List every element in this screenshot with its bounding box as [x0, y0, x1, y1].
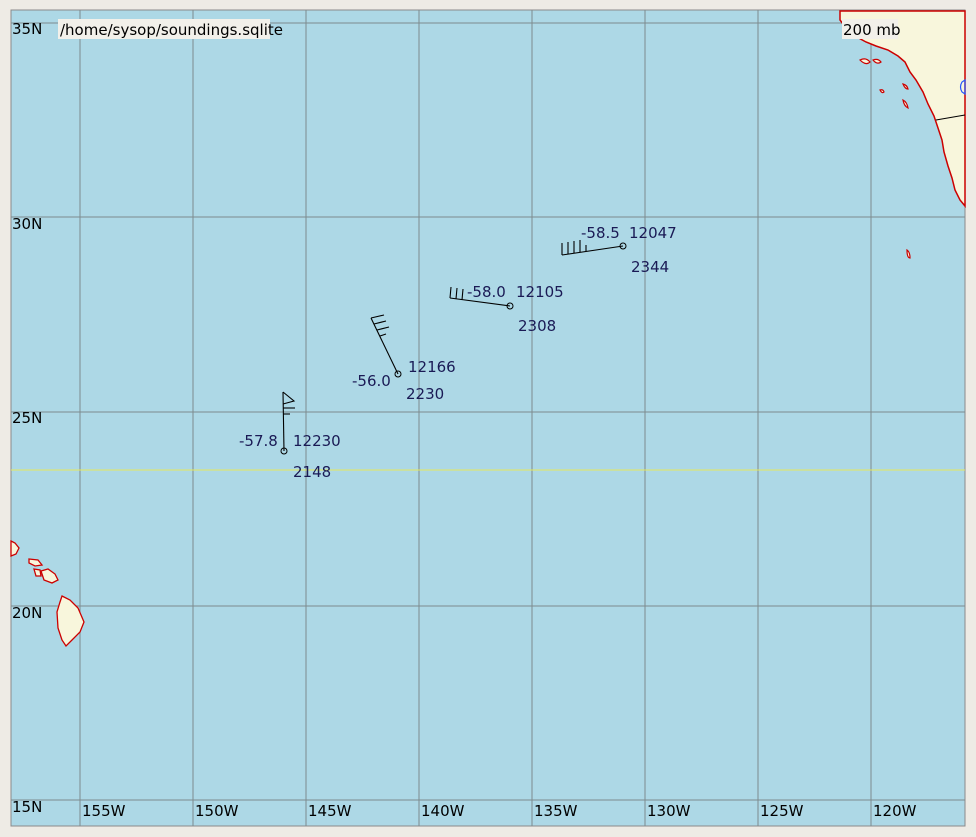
- lat-label-25n: 25N: [12, 409, 42, 427]
- wind-barb-staff: [370, 317, 399, 375]
- wind-barb-half: [379, 333, 387, 337]
- temperature-label: -57.8: [239, 432, 278, 450]
- molokai-island: [33, 568, 42, 577]
- kauai-island: [10, 539, 20, 557]
- big-island: [56, 595, 85, 648]
- lat-label-20n: 20N: [12, 604, 42, 622]
- north-america-coast: [839, 10, 966, 259]
- station-plot[interactable]: -58.5 12047 2344: [561, 224, 677, 276]
- graticule: [11, 10, 965, 826]
- lon-label-155w: 155W: [82, 802, 126, 820]
- us-mexico-border: [935, 114, 966, 121]
- maui-island: [40, 568, 59, 584]
- island-3: [879, 89, 885, 94]
- lat-label-35n: 35N: [12, 20, 42, 38]
- wind-barb-pennant: [282, 391, 296, 405]
- station-plot[interactable]: -58.0 12105 2308: [449, 283, 564, 335]
- station-circle: [619, 242, 627, 250]
- lake-outline: [959, 78, 966, 96]
- wind-barb-full: [373, 320, 387, 325]
- wind-barb-staff: [282, 391, 285, 452]
- station-plot[interactable]: -56.0 12166 2230: [352, 314, 456, 403]
- station-circle: [280, 447, 288, 455]
- wind-barb-full: [449, 286, 452, 299]
- wind-barb-full: [376, 326, 390, 331]
- lon-label-120w: 120W: [873, 802, 917, 820]
- height-label: 12230: [293, 432, 341, 450]
- island-4: [902, 83, 909, 90]
- hawaiian-islands: [10, 539, 85, 648]
- height-label: 12166: [408, 358, 456, 376]
- lat-label-30n: 30N: [12, 215, 42, 233]
- station-circle: [506, 302, 514, 310]
- file-label-background: [58, 19, 270, 39]
- lon-label-150w: 150W: [195, 802, 239, 820]
- height-label: 12105: [516, 283, 564, 301]
- lat-label-15n: 15N: [12, 798, 42, 816]
- island-guadalupe: [906, 248, 911, 259]
- level-label-background: [842, 19, 898, 39]
- baja-california-land: [839, 10, 966, 209]
- temperature-label: -58.0: [467, 283, 506, 301]
- file-path-label: /home/sysop/soundings.sqlite: [60, 21, 283, 39]
- lon-label-130w: 130W: [647, 802, 691, 820]
- oahu-island: [28, 558, 44, 567]
- time-label: 2344: [631, 258, 669, 276]
- longitude-labels: 155W 150W 145W 140W 135W 130W 125W 120W: [82, 802, 917, 820]
- lon-label-140w: 140W: [421, 802, 465, 820]
- wind-barb-full: [370, 314, 385, 319]
- ocean-area: [10, 9, 966, 827]
- level-label: 200 mb: [843, 21, 901, 39]
- temperature-label: -56.0: [352, 372, 391, 390]
- wind-barb-full: [461, 288, 464, 301]
- height-label: 12047: [629, 224, 677, 242]
- channel-island-2: [872, 58, 882, 64]
- wind-barb-staff: [449, 297, 511, 307]
- island-5: [902, 98, 909, 110]
- time-label: 2308: [518, 317, 556, 335]
- lon-label-145w: 145W: [308, 802, 352, 820]
- lon-label-135w: 135W: [534, 802, 578, 820]
- temperature-label: -58.5: [581, 224, 620, 242]
- station-plot[interactable]: -57.8 12230 2148: [239, 391, 341, 481]
- wind-barb-full: [455, 287, 458, 300]
- time-label: 2230: [406, 385, 444, 403]
- wind-barb-staff: [561, 245, 624, 256]
- station-circle: [394, 370, 402, 378]
- time-label: 2148: [293, 463, 331, 481]
- latitude-labels: 35N 30N 25N 20N 15N: [12, 20, 42, 816]
- lon-label-125w: 125W: [760, 802, 804, 820]
- channel-island-1: [858, 58, 871, 65]
